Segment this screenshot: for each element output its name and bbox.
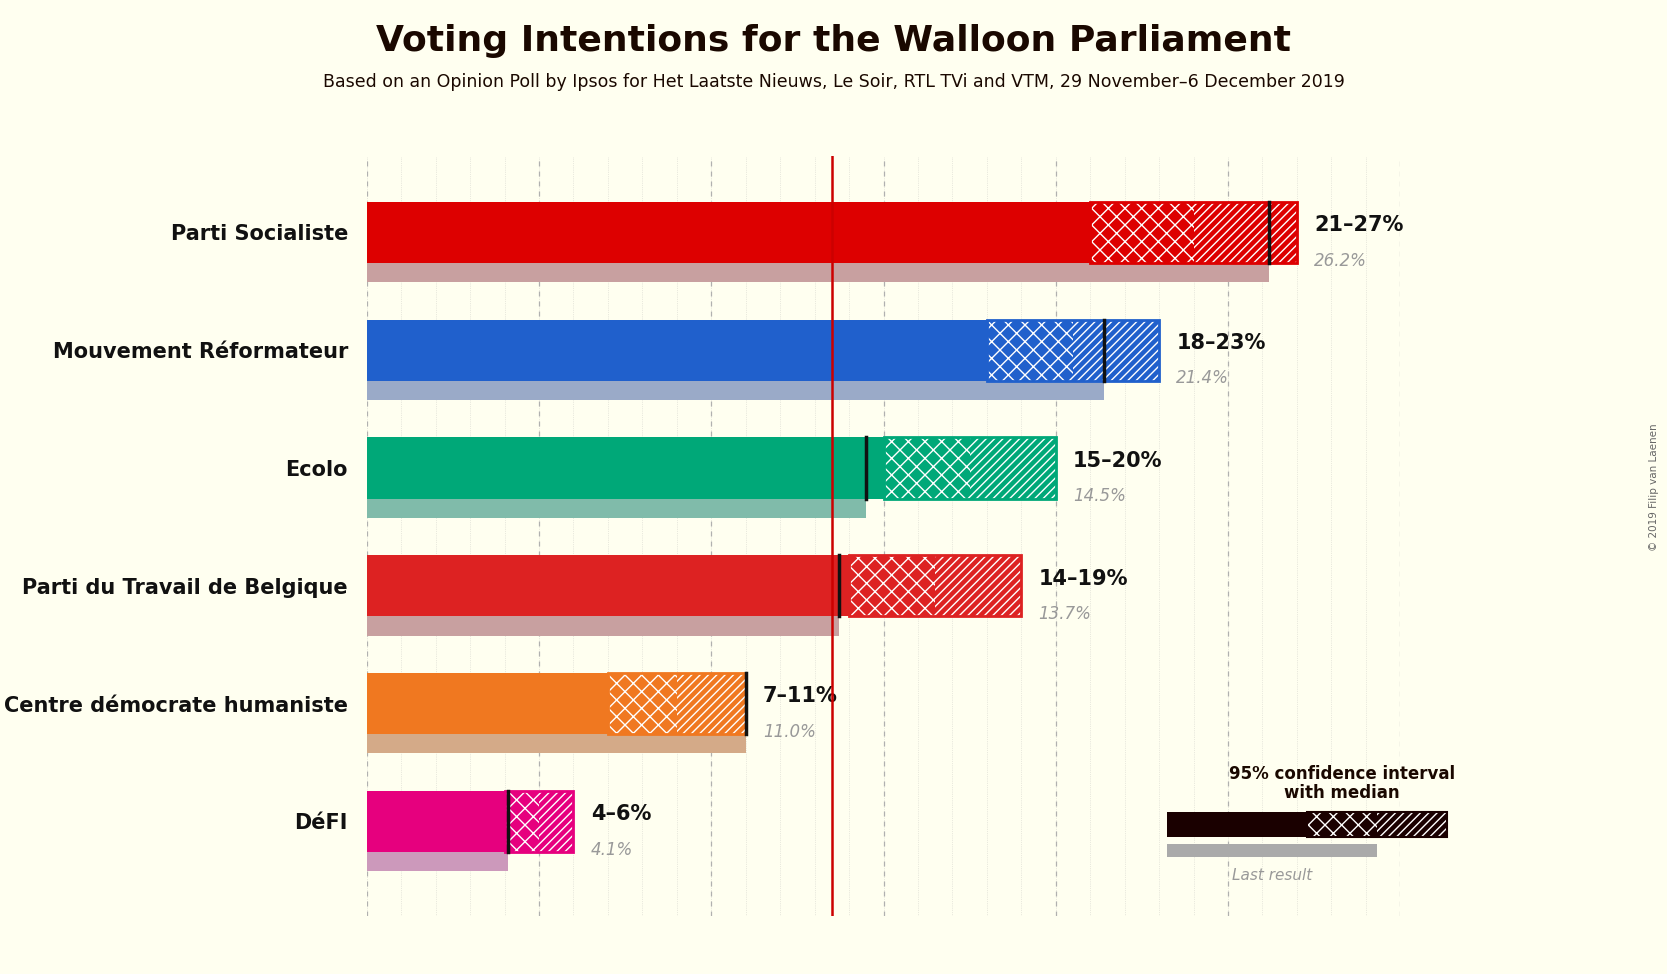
Bar bbox=[1090, 202, 1194, 263]
Text: Last result: Last result bbox=[1232, 869, 1312, 883]
Bar bbox=[849, 555, 935, 617]
Bar bbox=[367, 494, 867, 518]
Bar bbox=[1194, 202, 1297, 263]
Text: 4.1%: 4.1% bbox=[590, 841, 633, 859]
Text: 26.2%: 26.2% bbox=[1314, 251, 1367, 270]
Text: 21.4%: 21.4% bbox=[1177, 369, 1229, 388]
Text: 18–23%: 18–23% bbox=[1177, 333, 1265, 354]
Bar bbox=[677, 673, 745, 734]
Bar bbox=[367, 791, 505, 852]
Bar bbox=[884, 437, 970, 499]
Text: 21–27%: 21–27% bbox=[1314, 215, 1404, 236]
Text: 95% confidence interval: 95% confidence interval bbox=[1229, 765, 1455, 782]
Bar bbox=[367, 612, 839, 635]
Text: 15–20%: 15–20% bbox=[1074, 451, 1162, 470]
Bar bbox=[970, 437, 1055, 499]
Bar bbox=[1074, 319, 1159, 381]
Text: 14–19%: 14–19% bbox=[1039, 569, 1129, 588]
Text: 11.0%: 11.0% bbox=[763, 723, 815, 741]
Bar bbox=[505, 791, 538, 852]
Text: 4–6%: 4–6% bbox=[590, 805, 652, 824]
Text: 14.5%: 14.5% bbox=[1074, 487, 1125, 506]
Text: © 2019 Filip van Laenen: © 2019 Filip van Laenen bbox=[1649, 423, 1659, 551]
Bar bbox=[367, 730, 745, 753]
Bar bbox=[367, 555, 849, 617]
Bar bbox=[367, 202, 1090, 263]
Bar bbox=[367, 847, 508, 871]
Bar bbox=[987, 319, 1074, 381]
Bar bbox=[367, 673, 608, 734]
Bar bbox=[608, 673, 677, 734]
Bar bbox=[935, 555, 1022, 617]
Bar bbox=[1307, 812, 1377, 837]
Bar bbox=[367, 258, 1269, 282]
Bar bbox=[367, 437, 884, 499]
Text: 7–11%: 7–11% bbox=[763, 687, 839, 706]
Text: with median: with median bbox=[1284, 784, 1400, 802]
Text: 13.7%: 13.7% bbox=[1039, 605, 1092, 623]
Bar bbox=[367, 376, 1104, 400]
Bar bbox=[1167, 812, 1307, 837]
Bar bbox=[538, 791, 573, 852]
Bar bbox=[1167, 844, 1377, 857]
Bar bbox=[367, 319, 987, 381]
Text: Voting Intentions for the Walloon Parliament: Voting Intentions for the Walloon Parlia… bbox=[377, 24, 1290, 58]
Bar bbox=[1377, 812, 1447, 837]
Text: Based on an Opinion Poll by Ipsos for Het Laatste Nieuws, Le Soir, RTL TVi and V: Based on an Opinion Poll by Ipsos for He… bbox=[322, 73, 1345, 91]
